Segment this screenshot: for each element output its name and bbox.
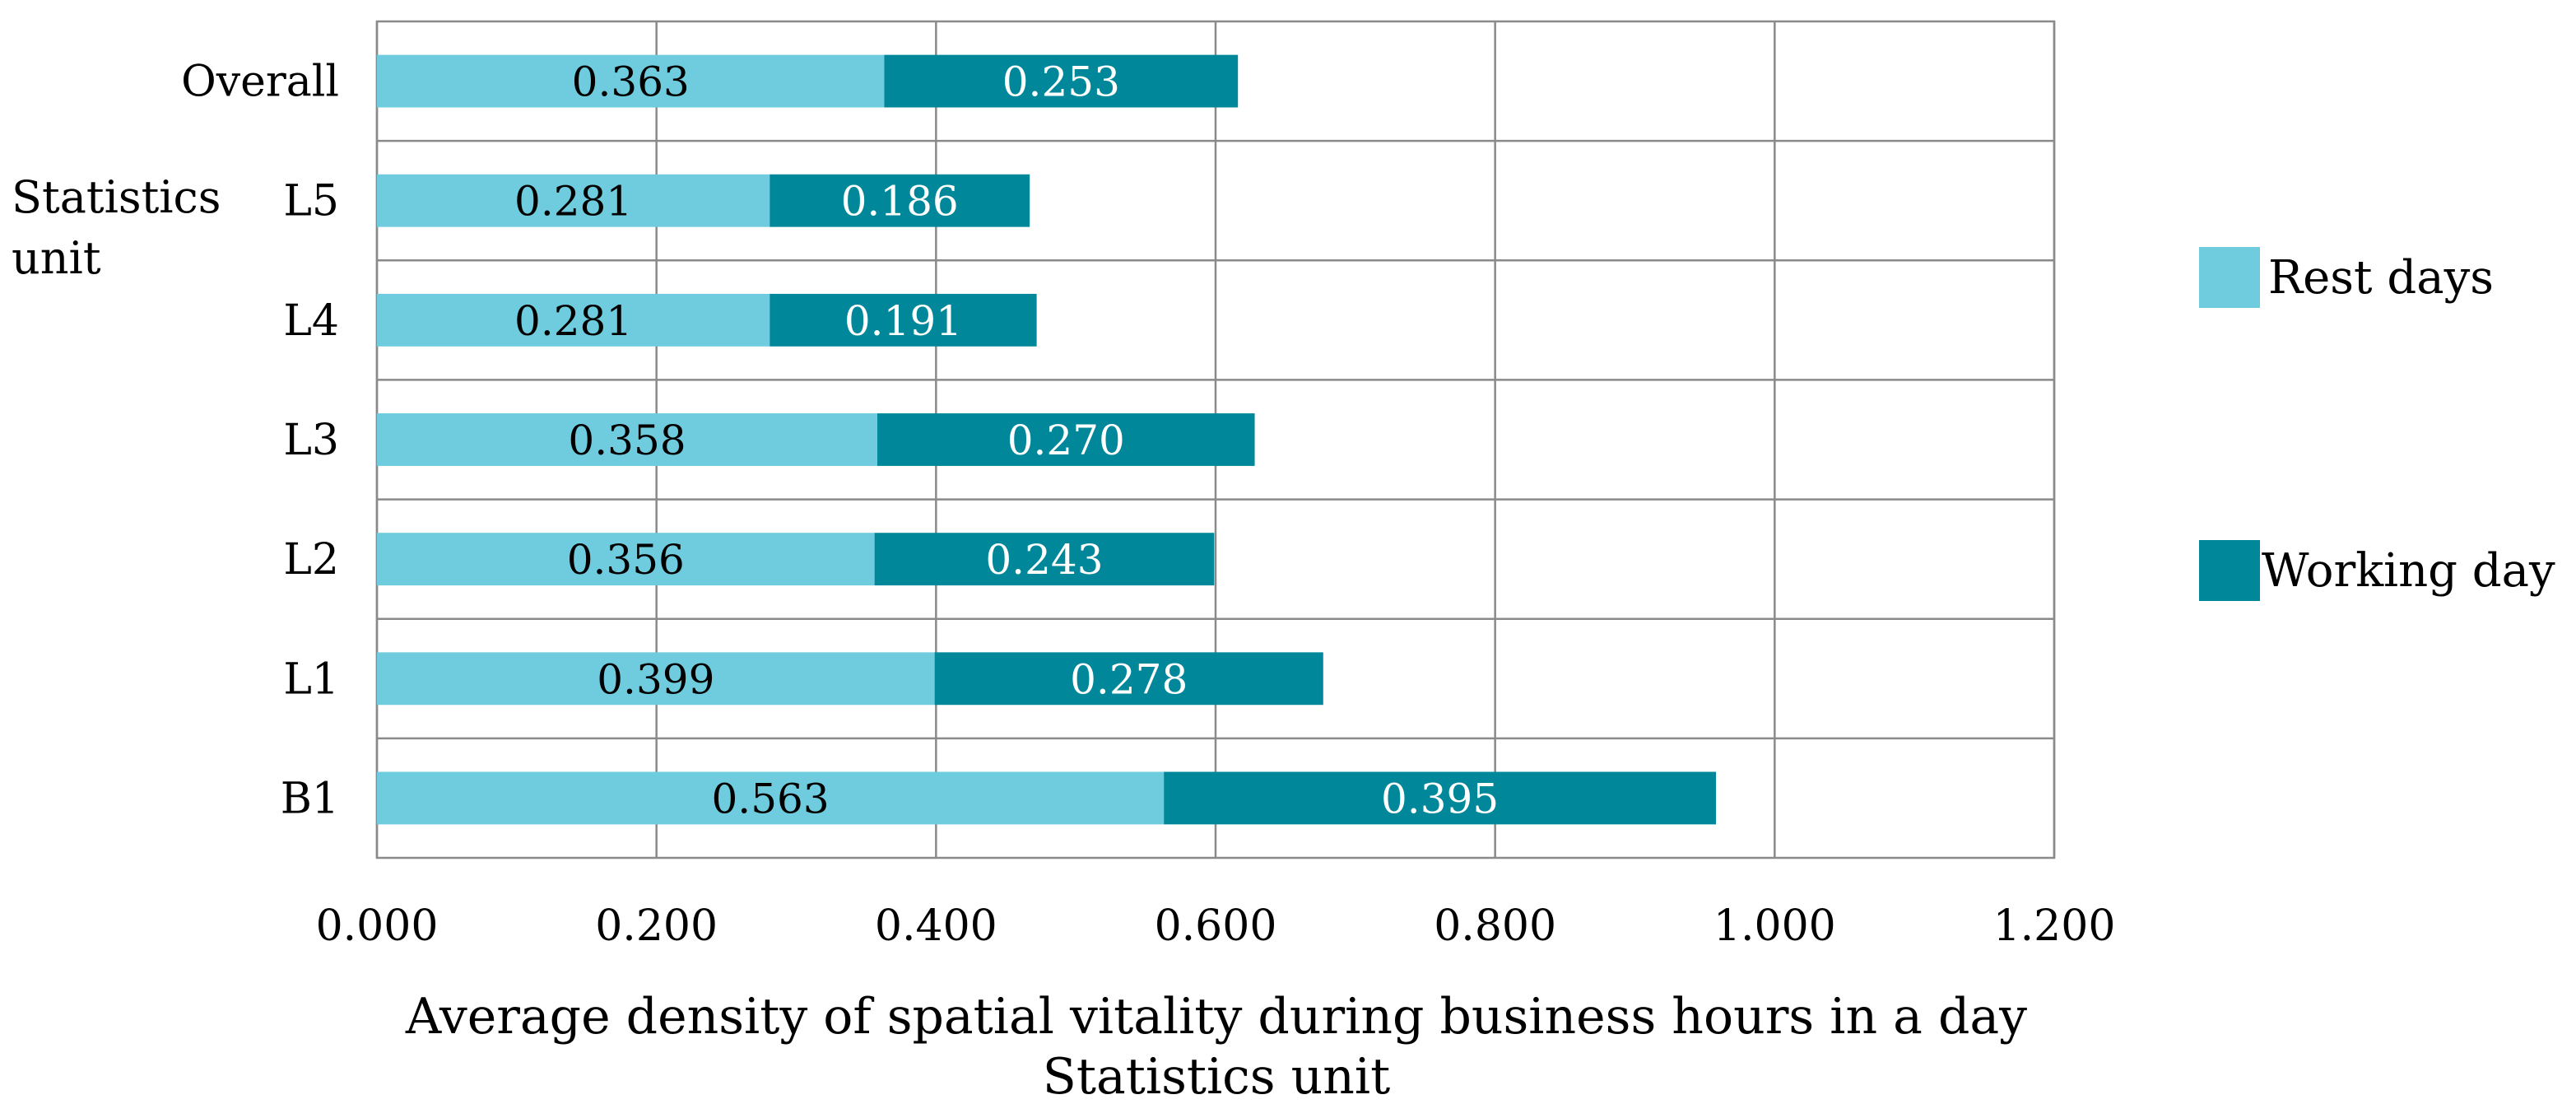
x-tick-label: 0.600	[1155, 901, 1277, 951]
bar-segment	[377, 771, 1165, 825]
y-axis-title-line-2: unit	[12, 232, 101, 284]
bar-value-label: 0.395	[1381, 775, 1499, 822]
bar-segment	[377, 413, 878, 466]
y-category-label: L2	[283, 535, 339, 585]
y-category-label: B1	[281, 774, 339, 823]
bar-value-label: 0.356	[567, 536, 685, 584]
bar-value-label: 0.186	[841, 178, 959, 226]
bar-value-label: 0.358	[568, 417, 686, 464]
grid	[375, 20, 2056, 859]
bars	[377, 54, 1717, 825]
bar-segment	[377, 54, 885, 108]
bar-segment	[874, 533, 1215, 586]
x-tick-label: 0.000	[316, 901, 439, 951]
x-axis-title: Average density of spatial vitality duri…	[405, 988, 2027, 1046]
bar-segment	[934, 652, 1323, 706]
bar-value-label: 0.281	[514, 297, 632, 345]
legend-swatch-rest-days	[2199, 247, 2260, 308]
bar-value-label: 0.278	[1070, 655, 1188, 703]
bar-segment	[884, 54, 1239, 108]
y-category-label: L3	[283, 416, 339, 465]
x-tick-label: 0.800	[1434, 901, 1556, 951]
x-tick-label: 1.200	[1993, 901, 2116, 951]
bar-segment	[377, 174, 770, 227]
bar-segment	[770, 174, 1030, 227]
bar-segment	[377, 652, 935, 706]
labels: 0.000 0.200 0.400 0.600 0.800 1.000 1.200 Overa…	[181, 58, 2115, 951]
y-category-label: Overall	[181, 58, 339, 107]
y-category-label: L5	[283, 177, 339, 226]
legend-label-working-day: Working day	[2262, 544, 2555, 598]
y-axis-title-line-1: Statistics	[12, 171, 221, 223]
x-tick-label: 0.400	[875, 901, 997, 951]
bar-segment	[1164, 771, 1717, 825]
bar-value-label: 0.253	[1002, 58, 1120, 106]
bar-value-label: 0.281	[514, 178, 632, 226]
bar-value-label: 0.243	[985, 536, 1103, 584]
x-axis-subtitle: Statistics unit	[1043, 1048, 1390, 1106]
bar-segment	[770, 293, 1037, 347]
legend-swatch-working-day	[2199, 540, 2260, 601]
y-category-label: L4	[283, 296, 339, 346]
y-category-label: L1	[283, 654, 339, 704]
bar-value-label: 0.191	[844, 297, 962, 345]
bar-value-label: 0.270	[1007, 417, 1125, 464]
bar-segment	[877, 413, 1255, 466]
bar-value-label: 0.399	[597, 655, 714, 703]
x-tick-label: 1.000	[1713, 901, 1836, 951]
bar-value-label: 0.563	[712, 775, 830, 822]
legend: Rest days Working day	[2199, 247, 2555, 601]
x-tick-label: 0.200	[595, 901, 718, 951]
bar-value-label: 0.363	[572, 58, 690, 106]
bar-segment	[377, 293, 770, 347]
bar-segment	[377, 533, 875, 586]
legend-label-rest-days: Rest days	[2268, 251, 2494, 305]
